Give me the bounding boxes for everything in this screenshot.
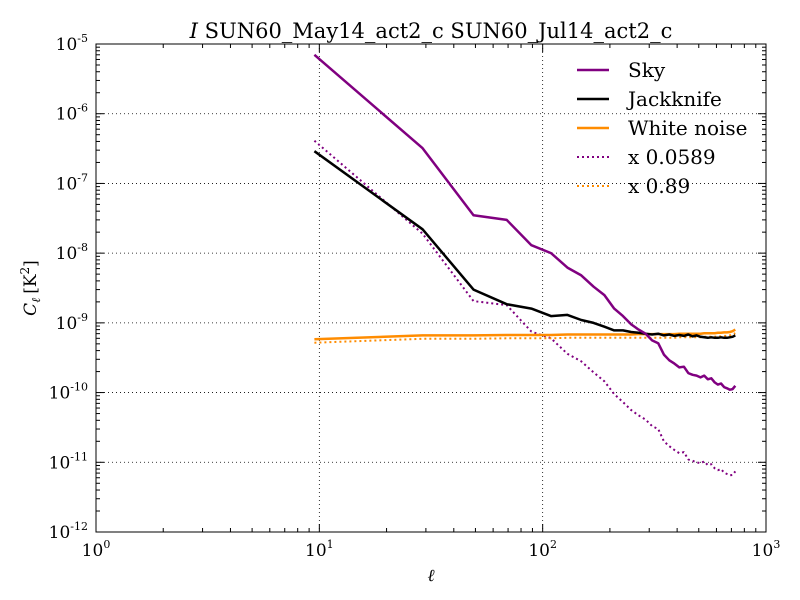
y-tick-label: 10-11 bbox=[49, 450, 88, 473]
grid bbox=[96, 44, 766, 532]
series-line-sky bbox=[313, 53, 737, 391]
chart-title-italic: I bbox=[189, 19, 199, 43]
legend: Sky Jackknife White noise x 0.0589 x 0.89 bbox=[577, 58, 747, 198]
y-axis-label-unit: [K bbox=[21, 274, 41, 294]
y-tick-label: 10-9 bbox=[56, 311, 88, 334]
y-axis-label-main: C bbox=[21, 303, 41, 316]
legend-label: Jackknife bbox=[626, 87, 722, 111]
x-axis-label: ℓ bbox=[427, 566, 434, 586]
y-tick-label: 10-5 bbox=[56, 32, 88, 55]
legend-label: x 0.0589 bbox=[628, 145, 716, 169]
chart-title-rest: SUN60_May14_act2_c SUN60_Jul14_act2_c bbox=[198, 19, 672, 43]
y-tick-label: 10-12 bbox=[49, 520, 88, 543]
legend-label: Sky bbox=[628, 58, 666, 82]
legend-label: x 0.89 bbox=[628, 174, 690, 198]
series-line-x-0-0589 bbox=[313, 139, 737, 477]
y-axis-label: Cℓ [K2] bbox=[18, 260, 43, 316]
chart-title: I SUN60_May14_act2_c SUN60_Jul14_act2_c bbox=[189, 19, 673, 43]
x-tick-label: 100 bbox=[82, 538, 111, 561]
y-axis-label-sub: ℓ bbox=[29, 298, 43, 303]
y-axis-label-unit-close: ] bbox=[21, 260, 41, 267]
axis-ticks: 100 101 102 103 10-12 10-11 10-10 10-9 10-8 10-7 1… bbox=[49, 32, 781, 561]
y-tick-label: 10-8 bbox=[56, 241, 88, 264]
series-lines bbox=[313, 53, 737, 477]
y-tick-label: 10-10 bbox=[49, 381, 88, 404]
legend-label: White noise bbox=[628, 116, 747, 140]
y-tick-label: 10-6 bbox=[56, 102, 88, 125]
y-axis-label-unit-exp: 2 bbox=[18, 267, 32, 275]
series-line-jackknife bbox=[313, 150, 736, 340]
plot-frame bbox=[95, 43, 767, 533]
x-tick-label: 103 bbox=[752, 538, 781, 561]
x-tick-label: 101 bbox=[305, 538, 334, 561]
x-tick-label: 102 bbox=[528, 538, 557, 561]
y-tick-label: 10-7 bbox=[56, 171, 88, 194]
